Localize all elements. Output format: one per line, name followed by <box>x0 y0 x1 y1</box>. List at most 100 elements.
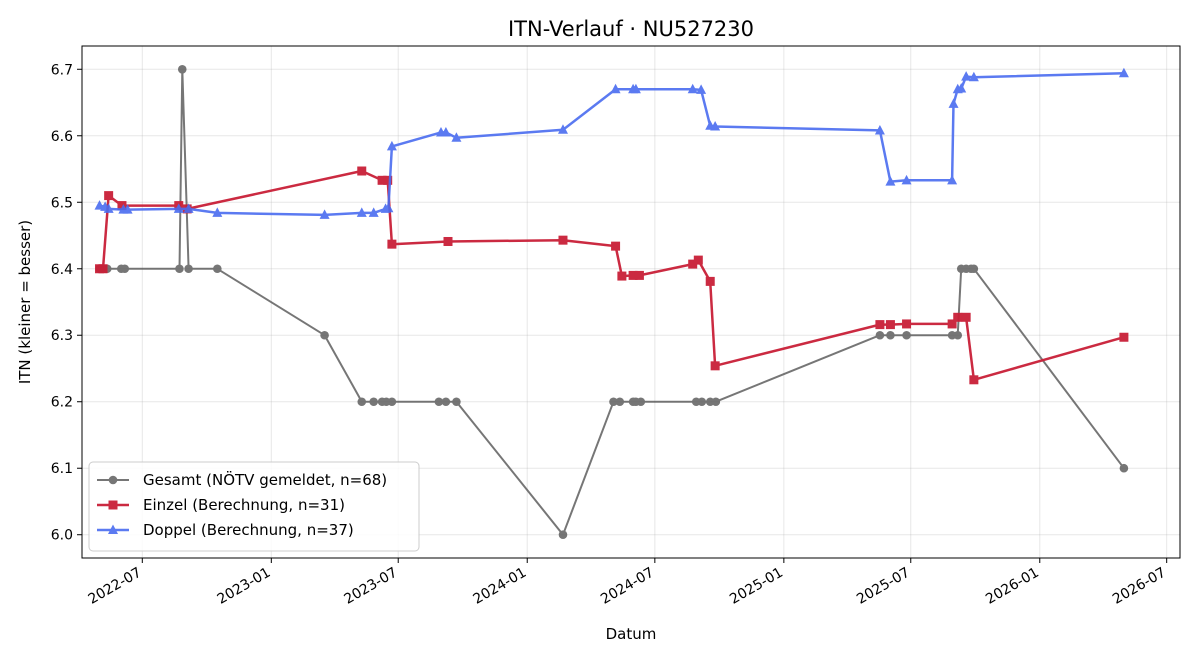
gesamt-data-point <box>441 397 451 407</box>
gesamt-data-point <box>213 264 222 274</box>
einzel-data-point <box>558 235 568 245</box>
x-tick-label: 2026-07 <box>1110 565 1169 608</box>
gesamt-data-point <box>357 397 367 407</box>
gesamt-data-point <box>434 397 444 407</box>
einzel-data-point <box>961 312 971 322</box>
einzel-data-point <box>969 375 979 385</box>
doppel-data-point <box>451 132 462 142</box>
einzel-data-point <box>947 319 957 329</box>
doppel-data-point <box>947 174 958 185</box>
legend-label: Gesamt (NÖTV gemeldet, n=68) <box>143 470 387 489</box>
y-axis-label: ITN (kleiner = besser) <box>16 220 34 384</box>
gesamt-data-point <box>452 397 461 407</box>
einzel-data-point <box>885 320 895 330</box>
doppel-data-point <box>440 126 451 137</box>
einzel-data-point <box>357 166 367 176</box>
y-tick-label: 6.7 <box>51 62 73 78</box>
legend-item-gesamt <box>97 475 129 485</box>
doppel-data-point <box>610 83 621 94</box>
legend-swatch-marker <box>108 500 118 510</box>
x-tick-label: 2026-01 <box>983 565 1042 608</box>
gesamt-data-point <box>697 397 707 407</box>
legend-item-doppel <box>97 524 129 534</box>
doppel-data-point <box>956 83 967 93</box>
y-tick-label: 6.6 <box>51 129 73 145</box>
doppel-data-point <box>383 202 394 213</box>
einzel-data-point <box>617 271 627 281</box>
legend-swatch-marker <box>108 524 118 534</box>
x-tick-label: 2025-01 <box>727 565 786 608</box>
gesamt-data-point <box>320 330 329 340</box>
einzel-data-point <box>387 239 397 249</box>
doppel-data-point <box>356 207 367 217</box>
einzel-data-point <box>628 270 638 280</box>
einzel-series <box>95 166 1129 385</box>
x-tick-label: 2024-01 <box>471 565 530 608</box>
plot-frame <box>81 45 1181 559</box>
doppel-series <box>94 67 1129 219</box>
einzel-data-point <box>693 255 703 265</box>
einzel-data-point <box>710 361 720 371</box>
einzel-data-point <box>953 312 963 322</box>
gesamt-data-point <box>875 330 885 340</box>
gesamt-data-point <box>558 530 568 540</box>
series-layer <box>94 64 1129 540</box>
legend-label: Doppel (Berechnung, n=37) <box>143 521 354 539</box>
doppel-data-point <box>386 140 397 151</box>
doppel-data-point <box>1118 67 1129 78</box>
doppel-data-point <box>874 124 885 135</box>
doppel-data-point <box>630 83 641 94</box>
doppel-data-point <box>948 98 959 108</box>
gesamt-data-point <box>609 397 618 407</box>
x-tick-label: 2025-07 <box>854 565 913 608</box>
doppel-data-point <box>885 176 896 186</box>
legend-item-einzel <box>97 500 129 510</box>
gesamt-data-point <box>711 397 721 407</box>
y-tick-label: 6.5 <box>51 195 73 211</box>
x-tick-label: 2024-07 <box>598 565 657 608</box>
y-tick-label: 6.4 <box>51 262 73 278</box>
gesamt-data-point <box>177 64 187 74</box>
x-tick-label: 2023-07 <box>342 565 401 608</box>
x-tick-label: 2022-07 <box>86 565 145 608</box>
gesamt-data-point <box>387 397 397 407</box>
y-tick-label: 6.2 <box>51 395 73 411</box>
doppel-data-point <box>122 204 133 214</box>
legend-swatch-marker <box>108 475 118 485</box>
gesamt-data-point <box>369 397 378 407</box>
einzel-data-point <box>377 175 387 185</box>
gesamt-data-point <box>184 264 193 274</box>
gesamt-data-point <box>636 397 646 407</box>
einzel-data-point <box>98 264 108 274</box>
legend-label: Einzel (Berechnung, n=31) <box>143 496 345 514</box>
x-tick-label: 2023-01 <box>215 565 274 608</box>
doppel-data-point <box>901 174 912 185</box>
chart-title: ITN-Verlauf · NU527230 <box>508 17 754 41</box>
y-tick-label: 6.3 <box>51 328 73 344</box>
doppel-data-point <box>103 203 114 213</box>
einzel-data-point <box>875 320 885 330</box>
doppel-data-point <box>968 71 979 82</box>
einzel-data-point <box>705 276 715 286</box>
einzel-data-point <box>1119 332 1129 342</box>
gesamt-data-point <box>953 330 963 340</box>
einzel-data-point <box>688 259 698 269</box>
gesamt-data-point <box>969 264 979 274</box>
einzel-data-point <box>443 236 453 246</box>
gesamt-data-point <box>1119 463 1129 473</box>
gesamt-data-point <box>120 264 130 274</box>
doppel-data-point <box>173 203 184 213</box>
doppel-data-point <box>319 209 330 219</box>
einzel-data-point <box>634 270 644 280</box>
einzel-data-point <box>383 175 393 185</box>
doppel-data-point <box>557 124 568 134</box>
y-tick-label: 6.1 <box>51 461 73 477</box>
doppel-data-point <box>212 207 223 217</box>
doppel-data-point <box>94 200 105 210</box>
doppel-data-point <box>710 120 721 131</box>
einzel-data-point <box>104 191 114 201</box>
doppel-data-point <box>183 203 194 213</box>
x-axis-label: Datum <box>606 625 657 643</box>
y-tick-label: 6.0 <box>51 528 73 544</box>
